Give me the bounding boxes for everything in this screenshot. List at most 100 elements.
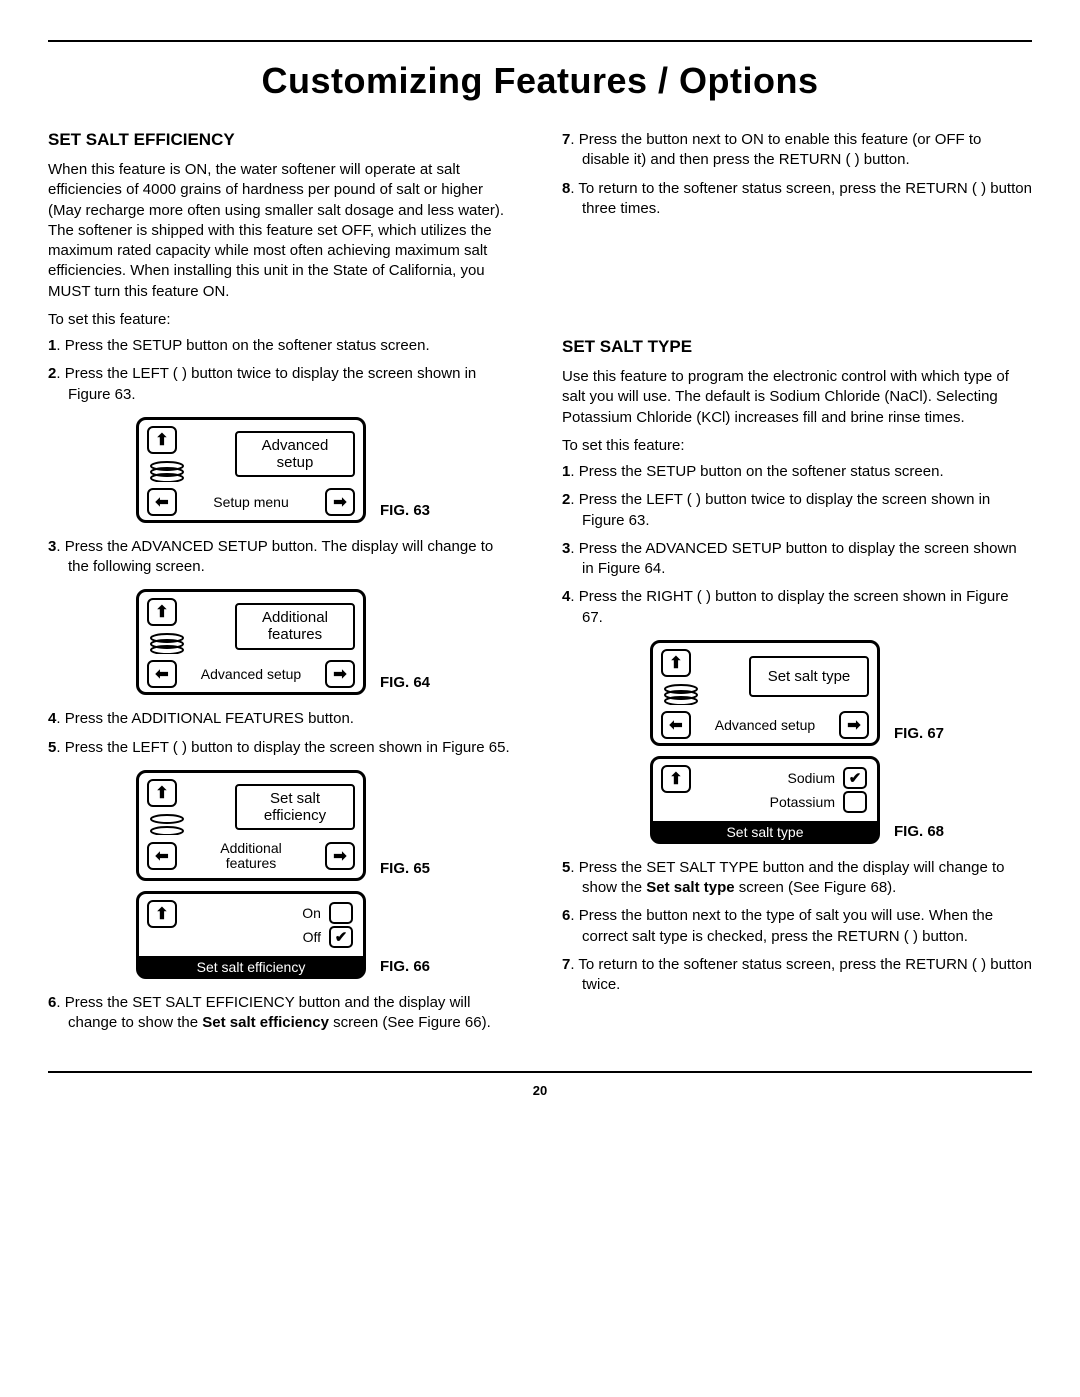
- lcd-67-menu: Advanced setup: [697, 717, 833, 733]
- st-step-4: 4. Press the RIGHT ( ) button to display…: [562, 587, 1032, 628]
- page-number: 20: [48, 1083, 1032, 1098]
- fig-68-caption: FIG. 68: [894, 823, 944, 844]
- page-title: Customizing Features / Options: [48, 60, 1032, 102]
- lcd-64-title-l1: Additional: [262, 609, 328, 626]
- left-arrow-icon: ⬅: [147, 842, 177, 870]
- lcd-66-footer: Set salt efficiency: [139, 956, 363, 978]
- efficiency-intro: When this feature is ON, the water softe…: [48, 160, 518, 302]
- salt-type-intro: Use this feature to program the electron…: [562, 367, 1032, 428]
- step-6-text-b: Set salt efficiency: [202, 1014, 329, 1031]
- option-potassium-label: Potassium: [770, 794, 835, 810]
- st-step-2-text: Press the LEFT ( ) button twice to displ…: [579, 491, 991, 528]
- right-arrow-icon: ➡: [839, 711, 869, 739]
- efficiency-steps-right: 7. Press the button next to ON to enable…: [562, 130, 1032, 219]
- st-step-6: 6. Press the button next to the type of …: [562, 906, 1032, 947]
- checkbox-checked-icon: ✔: [843, 767, 867, 789]
- option-sodium-label: Sodium: [788, 770, 835, 786]
- step-8-text: To return to the softener status screen,…: [578, 180, 1032, 217]
- st-step-5: 5. Press the SET SALT TYPE button and th…: [562, 858, 1032, 899]
- lcd-64-menu: Advanced setup: [183, 666, 319, 682]
- lcd-65-menu-l1: Additional: [220, 840, 282, 856]
- step-8: 8. To return to the softener status scre…: [562, 179, 1032, 220]
- two-column-layout: SET SALT EFFICIENCY When this feature is…: [48, 130, 1032, 1041]
- stack-icon: [147, 632, 187, 654]
- right-arrow-icon: ➡: [325, 660, 355, 688]
- lcd-screen-64: ⬆ Additional features ⬅ Advanced setup ➡: [136, 589, 366, 695]
- set-salt-type-heading: SET SALT TYPE: [562, 337, 1032, 357]
- lcd-screen-63: ⬆ Advanced setup ⬅ Setup menu ➡: [136, 417, 366, 523]
- stack-icon: [661, 683, 701, 705]
- step-1-text: Press the SETUP button on the softener s…: [65, 337, 430, 354]
- lcd-screen-68: ⬆ Sodium ✔ Potassium Set sal: [650, 756, 880, 844]
- salt-type-steps: 1. Press the SETUP button on the softene…: [562, 462, 1032, 628]
- fig-64-caption: FIG. 64: [380, 674, 430, 695]
- left-column: SET SALT EFFICIENCY When this feature is…: [48, 130, 518, 1041]
- st-step-2: 2. Press the LEFT ( ) button twice to di…: [562, 490, 1032, 531]
- left-arrow-icon: ⬅: [147, 488, 177, 516]
- option-off-label: Off: [303, 929, 321, 945]
- step-7-text: Press the button next to ON to enable th…: [579, 131, 982, 168]
- lcd-63-title-l1: Advanced: [262, 437, 329, 454]
- st-step-5-text-c: screen (See Figure 68).: [735, 879, 897, 896]
- lcd-64-title: Additional features: [235, 603, 355, 650]
- option-potassium: Potassium: [699, 791, 867, 813]
- st-step-1: 1. Press the SETUP button on the softene…: [562, 462, 1032, 482]
- option-on-label: On: [302, 905, 321, 921]
- st-step-3: 3. Press the ADVANCED SETUP button to di…: [562, 539, 1032, 580]
- figure-63: ⬆ Advanced setup ⬅ Setup menu ➡ FIG. 63: [48, 417, 518, 523]
- efficiency-steps-cont2: 4. Press the ADDITIONAL FEATURES button.…: [48, 709, 518, 758]
- lcd-65-menu: Additional features: [183, 841, 319, 872]
- figure-67-68: ⬆ Set salt type ⬅ Advanced setup ➡ FIG. …: [562, 640, 1032, 844]
- efficiency-steps: 1. Press the SETUP button on the softene…: [48, 336, 518, 405]
- spacer: [562, 227, 1032, 337]
- up-arrow-icon: ⬆: [147, 779, 177, 807]
- up-arrow-icon: ⬆: [661, 649, 691, 677]
- lcd-65-title-l2: efficiency: [264, 807, 326, 824]
- lcd-63-title: Advanced setup: [235, 431, 355, 478]
- step-5: 5. Press the LEFT ( ) button to display …: [48, 738, 518, 758]
- fig-66-caption: FIG. 66: [380, 958, 430, 979]
- lcd-screen-67: ⬆ Set salt type ⬅ Advanced setup ➡: [650, 640, 880, 746]
- checkbox-empty-icon: [843, 791, 867, 813]
- up-arrow-icon: ⬆: [147, 598, 177, 626]
- lcd-63-menu: Setup menu: [183, 494, 319, 510]
- lcd-screen-66: ⬆ On Off ✔ Set salt efficien: [136, 891, 366, 979]
- up-arrow-icon: ⬆: [147, 900, 177, 928]
- stack-icon: [147, 460, 187, 482]
- lcd-65-title-l1: Set salt: [270, 790, 320, 807]
- up-arrow-icon: ⬆: [661, 765, 691, 793]
- st-step-7-text: To return to the softener status screen,…: [578, 956, 1032, 993]
- lcd-68-footer: Set salt type: [653, 821, 877, 843]
- up-arrow-icon: ⬆: [147, 426, 177, 454]
- st-step-6-text: Press the button next to the type of sal…: [579, 907, 993, 944]
- fig-63-caption: FIG. 63: [380, 502, 430, 523]
- step-6: 6. Press the SET SALT EFFICIENCY button …: [48, 993, 518, 1034]
- st-step-7: 7. To return to the softener status scre…: [562, 955, 1032, 996]
- step-6-text-c: screen (See Figure 66).: [329, 1014, 491, 1031]
- step-7: 7. Press the button next to ON to enable…: [562, 130, 1032, 171]
- top-rule: [48, 40, 1032, 42]
- bottom-rule: [48, 1071, 1032, 1073]
- lcd-63-title-l2: setup: [277, 454, 314, 471]
- fig-67-caption: FIG. 67: [894, 725, 944, 746]
- lcd-screen-65: ⬆ Set salt efficiency ⬅ Additional featu…: [136, 770, 366, 881]
- efficiency-lead: To set this feature:: [48, 310, 518, 330]
- step-3-text: Press the ADVANCED SETUP button. The dis…: [65, 538, 494, 575]
- stack-icon: [147, 813, 187, 835]
- option-on: On: [185, 902, 353, 924]
- salt-type-steps-cont: 5. Press the SET SALT TYPE button and th…: [562, 858, 1032, 996]
- fig-65-caption: FIG. 65: [380, 860, 430, 881]
- checkbox-checked-icon: ✔: [329, 926, 353, 948]
- step-1: 1. Press the SETUP button on the softene…: [48, 336, 518, 356]
- lcd-65-title: Set salt efficiency: [235, 784, 355, 831]
- salt-type-lead: To set this feature:: [562, 436, 1032, 456]
- set-salt-efficiency-heading: SET SALT EFFICIENCY: [48, 130, 518, 150]
- st-step-3-text: Press the ADVANCED SETUP button to displ…: [579, 540, 1017, 577]
- step-3: 3. Press the ADVANCED SETUP button. The …: [48, 537, 518, 578]
- lcd-64-title-l2: features: [268, 626, 322, 643]
- step-2: 2. Press the LEFT ( ) button twice to di…: [48, 364, 518, 405]
- checkbox-empty-icon: [329, 902, 353, 924]
- right-arrow-icon: ➡: [325, 488, 355, 516]
- right-arrow-icon: ➡: [325, 842, 355, 870]
- option-off: Off ✔: [185, 926, 353, 948]
